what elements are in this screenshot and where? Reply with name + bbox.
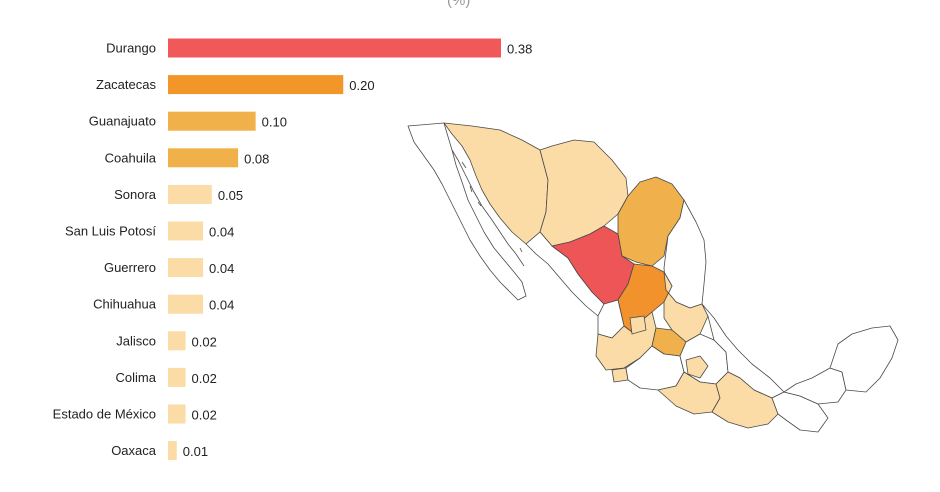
bar (168, 75, 344, 95)
map-region-estado-de-mexico (685, 355, 709, 379)
category-label: San Luis Potosí (65, 224, 156, 239)
value-label: 0.38 (507, 42, 532, 57)
value-label: 0.02 (192, 334, 217, 349)
category-label: Zacatecas (96, 77, 156, 92)
value-label: 0.04 (209, 261, 234, 276)
bar (168, 111, 256, 131)
bar (168, 38, 501, 58)
value-label: 0.05 (218, 188, 243, 203)
category-label: Oaxaca (111, 443, 157, 458)
map-region-baja-california (407, 122, 527, 301)
category-label: Durango (106, 41, 156, 56)
category-label: Colima (116, 370, 157, 385)
category-label: Coahuila (105, 150, 157, 165)
category-label: Sonora (114, 187, 157, 202)
bar (168, 148, 239, 168)
bar (168, 331, 186, 351)
category-label: Guanajuato (89, 114, 156, 129)
unit-label: (%) (447, 0, 471, 9)
category-label: Estado de México (53, 407, 156, 422)
bar (168, 294, 204, 314)
value-label: 0.04 (209, 298, 234, 313)
value-label: 0.10 (262, 115, 287, 130)
value-label: 0.08 (244, 151, 269, 166)
map-region-oaxaca (711, 371, 779, 429)
value-label: 0.02 (192, 408, 217, 423)
value-label: 0.04 (209, 225, 234, 240)
bar (168, 258, 204, 278)
category-label: Guerrero (104, 260, 156, 275)
bar (168, 184, 212, 204)
bar (168, 367, 186, 387)
bar (168, 404, 186, 424)
bar (168, 441, 177, 461)
map-islands (461, 161, 523, 253)
map-region-colima (611, 367, 629, 383)
category-label: Chihuahua (93, 297, 157, 312)
map-coastline (451, 149, 525, 267)
value-label: 0.20 (349, 78, 374, 93)
value-label: 0.01 (183, 444, 208, 459)
category-label: Jalisco (116, 333, 156, 348)
map-region-aguascalientes (629, 315, 647, 335)
value-label: 0.02 (192, 371, 217, 386)
map-region-yucatan (829, 325, 899, 393)
map-region-sonora (443, 122, 549, 245)
bar (168, 221, 204, 241)
map-region-chihuahua (539, 139, 629, 247)
